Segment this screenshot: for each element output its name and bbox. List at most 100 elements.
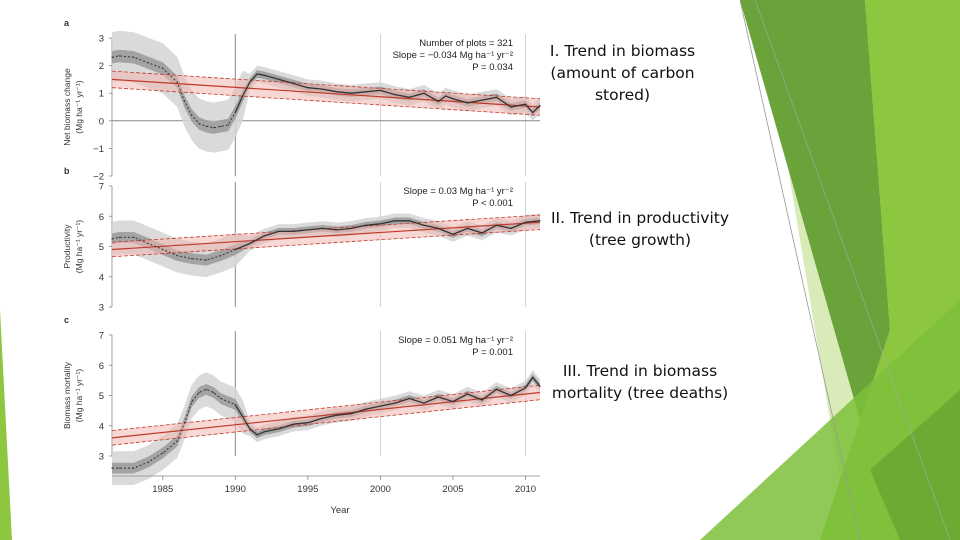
data-point bbox=[263, 431, 265, 433]
y-tick-label: 5 bbox=[99, 391, 104, 402]
data-point bbox=[481, 99, 483, 101]
data-point bbox=[379, 405, 381, 407]
data-point bbox=[524, 103, 527, 105]
data-point bbox=[220, 397, 222, 400]
data-point bbox=[263, 235, 265, 237]
data-point bbox=[307, 87, 309, 89]
annotation-text: Slope = 0.03 Mg ha⁻¹ yr⁻² bbox=[403, 186, 513, 197]
y-tick-label: 2 bbox=[99, 61, 104, 72]
data-point bbox=[539, 105, 541, 107]
decor-line-1 bbox=[739, 0, 861, 540]
y-tick-label: 3 bbox=[99, 303, 104, 314]
x-tick-label: 2005 bbox=[442, 484, 463, 495]
data-point bbox=[242, 95, 244, 97]
data-point bbox=[176, 440, 178, 442]
data-point bbox=[452, 98, 454, 100]
data-point bbox=[234, 248, 236, 251]
data-point bbox=[227, 124, 229, 126]
y-axis-label: Productivity bbox=[62, 224, 72, 269]
data-point bbox=[365, 224, 367, 226]
data-point bbox=[495, 388, 498, 390]
data-point bbox=[365, 408, 367, 410]
data-point bbox=[191, 401, 193, 403]
caption-line: mortality (tree deaths) bbox=[551, 384, 729, 402]
data-point bbox=[278, 230, 280, 232]
data-point bbox=[336, 91, 338, 93]
data-point bbox=[408, 220, 410, 222]
data-point bbox=[118, 236, 120, 238]
data-point bbox=[350, 413, 352, 415]
panel-label: c bbox=[64, 315, 69, 325]
data-point bbox=[205, 259, 207, 261]
x-tick-label: 1995 bbox=[297, 484, 318, 495]
caption-productivity-trend: II. Trend in productivity (tree growth) bbox=[535, 207, 745, 251]
series-line-early bbox=[111, 55, 236, 129]
x-tick-label: 2010 bbox=[515, 484, 536, 495]
data-point bbox=[147, 242, 149, 245]
data-point bbox=[118, 55, 120, 57]
caption-line: (amount of carbon bbox=[550, 64, 695, 82]
annotation-text: P = 0.001 bbox=[472, 347, 513, 358]
data-point bbox=[234, 111, 236, 114]
y-tick-label: 0 bbox=[99, 116, 104, 127]
data-point bbox=[249, 428, 251, 430]
y-axis-units: (Mg ha⁻¹ yr⁻¹) bbox=[74, 80, 84, 134]
data-point bbox=[350, 92, 352, 94]
y-tick-label: 4 bbox=[99, 421, 104, 432]
data-point bbox=[263, 74, 265, 76]
data-point bbox=[452, 401, 454, 403]
data-point bbox=[278, 428, 280, 430]
data-point bbox=[452, 233, 454, 235]
chart-panel-b: b 7 6 5 4 3 Productivity (Mg ha⁻¹ yr⁻¹) Slope = … bbox=[62, 166, 541, 314]
caption-mortality-trend: III. Trend in biomass mortality (tree de… bbox=[535, 360, 745, 404]
panel-label: a bbox=[64, 18, 70, 28]
data-point bbox=[510, 227, 512, 229]
data-point bbox=[118, 467, 120, 469]
data-point bbox=[162, 452, 164, 454]
data-point bbox=[466, 393, 469, 395]
data-point bbox=[278, 78, 280, 80]
data-point bbox=[147, 62, 149, 64]
annotation-text: Number of plots = 321 bbox=[419, 38, 513, 49]
data-point bbox=[183, 100, 186, 103]
data-point bbox=[321, 227, 323, 229]
trend-upper-bound bbox=[111, 214, 541, 243]
data-point bbox=[532, 111, 534, 114]
data-point bbox=[205, 125, 207, 127]
series-line bbox=[234, 73, 541, 114]
y-tick-label: 7 bbox=[99, 331, 104, 342]
data-point bbox=[249, 242, 251, 245]
data-point bbox=[466, 227, 469, 229]
data-point bbox=[292, 423, 294, 425]
data-point bbox=[466, 102, 469, 104]
data-point bbox=[133, 236, 135, 238]
data-point bbox=[111, 56, 113, 58]
data-point bbox=[220, 125, 222, 127]
data-point bbox=[495, 96, 498, 98]
y-tick-label: −2 bbox=[93, 172, 104, 183]
data-point bbox=[336, 414, 338, 416]
data-point bbox=[321, 417, 323, 419]
data-point bbox=[292, 82, 294, 85]
y-tick-label: 3 bbox=[99, 34, 104, 45]
data-point bbox=[408, 397, 410, 400]
panel-label: b bbox=[64, 166, 70, 176]
data-point bbox=[350, 227, 352, 229]
data-point bbox=[176, 81, 178, 83]
data-point bbox=[147, 461, 149, 463]
chart-panel-a: a 3 2 1 0 −1 −2 Net biomass change (Mg ha⁻¹ yr⁻¹… bbox=[62, 18, 541, 183]
data-point bbox=[321, 88, 323, 90]
x-tick-label: 2000 bbox=[370, 484, 391, 495]
trend-lower-bound bbox=[111, 87, 541, 116]
x-tick-label: 1985 bbox=[152, 484, 173, 495]
data-point bbox=[394, 94, 396, 96]
data-point bbox=[408, 96, 410, 98]
caption-line: I. Trend in biomass bbox=[549, 42, 696, 60]
caption-biomass-trend: I. Trend in biomass (amount of carbon st… bbox=[535, 40, 710, 106]
x-tick-label: 1990 bbox=[225, 484, 246, 495]
data-point bbox=[495, 224, 498, 226]
data-point bbox=[292, 230, 294, 232]
data-point bbox=[336, 229, 338, 231]
